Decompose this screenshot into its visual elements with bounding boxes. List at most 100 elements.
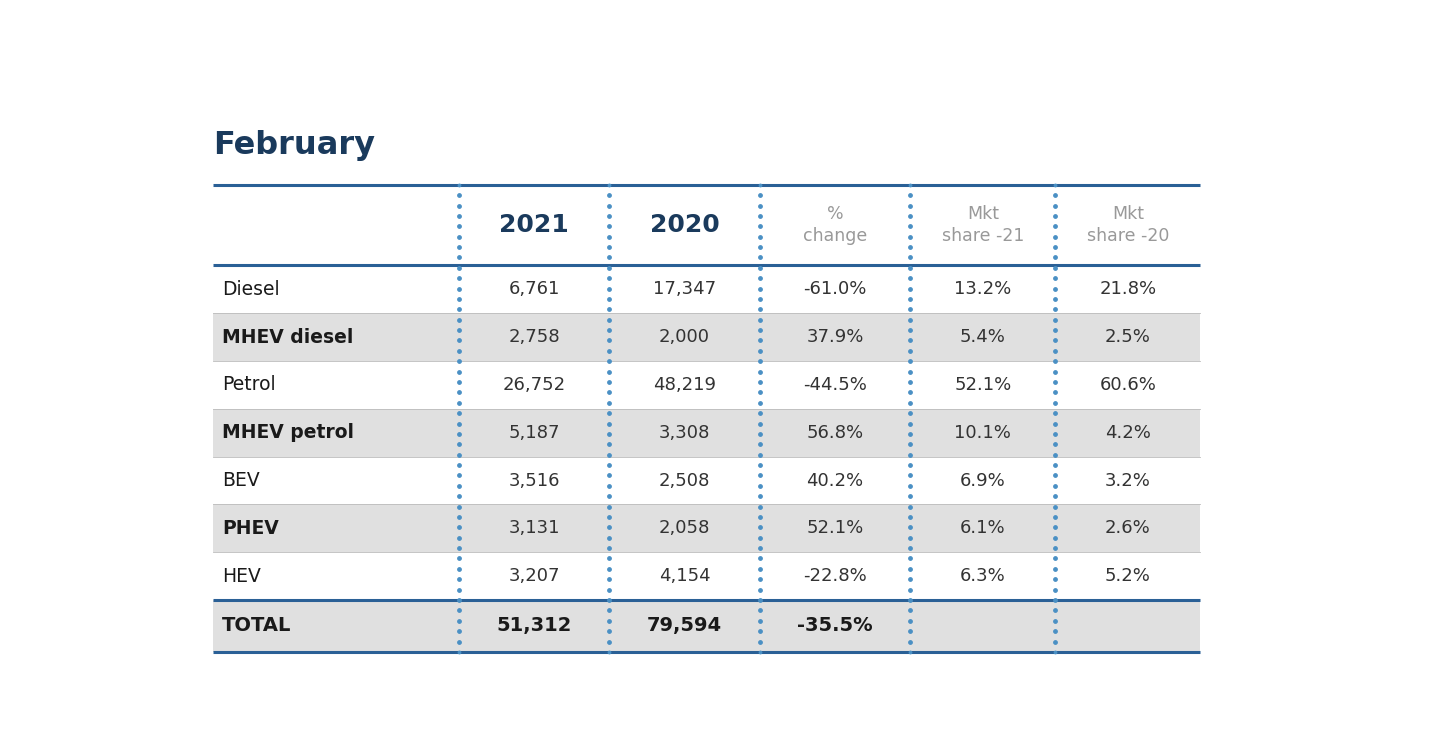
Point: [597, 324, 620, 336]
Point: [748, 262, 771, 274]
Point: [597, 272, 620, 284]
Point: [1043, 230, 1066, 242]
Point: [899, 500, 922, 512]
Point: [597, 313, 620, 325]
Point: [448, 479, 471, 491]
Point: [748, 511, 771, 523]
Point: [748, 490, 771, 502]
Point: [597, 511, 620, 523]
Point: [1043, 387, 1066, 399]
Point: [597, 396, 620, 408]
Point: [448, 407, 471, 419]
Point: [899, 387, 922, 399]
Point: [899, 272, 922, 284]
Text: HEV: HEV: [222, 567, 260, 586]
Point: [899, 345, 922, 357]
Point: [748, 345, 771, 357]
Point: [597, 304, 620, 316]
Point: [597, 417, 620, 429]
Text: 40.2%: 40.2%: [806, 471, 863, 489]
Point: [748, 293, 771, 305]
Point: [748, 470, 771, 482]
Point: [748, 200, 771, 212]
Point: [748, 615, 771, 627]
Point: [899, 283, 922, 295]
Point: [1043, 594, 1066, 606]
Point: [748, 366, 771, 378]
Point: [748, 583, 771, 595]
Point: [448, 251, 471, 263]
Point: [899, 334, 922, 346]
Point: [597, 241, 620, 253]
Point: [448, 324, 471, 336]
Point: [748, 407, 771, 419]
Point: [597, 636, 620, 648]
Point: [748, 521, 771, 533]
Point: [748, 563, 771, 575]
Text: 6.9%: 6.9%: [960, 471, 1006, 489]
Point: [748, 251, 771, 263]
Point: [448, 221, 471, 233]
Text: 4,154: 4,154: [659, 567, 711, 585]
Text: 3,516: 3,516: [508, 471, 560, 489]
Point: [448, 200, 471, 212]
Text: 51,312: 51,312: [496, 616, 571, 636]
Point: [748, 417, 771, 429]
Point: [597, 459, 620, 471]
Point: [899, 449, 922, 461]
Point: [1043, 511, 1066, 523]
Point: [899, 594, 922, 606]
Point: [1043, 625, 1066, 637]
Point: [899, 490, 922, 502]
Point: [597, 500, 620, 512]
Point: [1043, 345, 1066, 357]
Point: [597, 262, 620, 274]
Point: [597, 428, 620, 440]
Point: [899, 376, 922, 388]
Point: [597, 449, 620, 461]
Bar: [213, 313, 1200, 361]
Point: [899, 210, 922, 222]
Point: [448, 583, 471, 595]
Point: [748, 573, 771, 585]
Text: 13.2%: 13.2%: [954, 280, 1012, 298]
Point: [899, 521, 922, 533]
Point: [748, 604, 771, 616]
Point: [448, 604, 471, 616]
Text: 26,752: 26,752: [502, 376, 566, 394]
Point: [748, 438, 771, 450]
Point: [1043, 189, 1066, 201]
Point: [1043, 313, 1066, 325]
Point: [748, 396, 771, 408]
Point: [1043, 553, 1066, 565]
Point: [1043, 210, 1066, 222]
Text: 2,000: 2,000: [659, 328, 709, 346]
Point: [1043, 573, 1066, 585]
Point: [748, 272, 771, 284]
Point: [597, 189, 620, 201]
Point: [748, 459, 771, 471]
Point: [448, 449, 471, 461]
Point: [448, 438, 471, 450]
Point: [899, 293, 922, 305]
Point: [448, 355, 471, 367]
Point: [1043, 490, 1066, 502]
Point: [899, 200, 922, 212]
Point: [448, 262, 471, 274]
Point: [448, 532, 471, 544]
Point: [597, 355, 620, 367]
Point: [899, 251, 922, 263]
Text: 3,207: 3,207: [508, 567, 560, 585]
Text: 6.3%: 6.3%: [960, 567, 1006, 585]
Point: [1043, 293, 1066, 305]
Point: [748, 479, 771, 491]
Text: 3.2%: 3.2%: [1105, 471, 1151, 489]
Point: [597, 366, 620, 378]
Text: 2,058: 2,058: [659, 519, 711, 537]
Text: -22.8%: -22.8%: [803, 567, 866, 585]
Text: Diesel: Diesel: [222, 280, 279, 299]
Text: 3,131: 3,131: [508, 519, 560, 537]
Text: Petrol: Petrol: [222, 375, 276, 394]
Point: [448, 313, 471, 325]
Point: [448, 334, 471, 346]
